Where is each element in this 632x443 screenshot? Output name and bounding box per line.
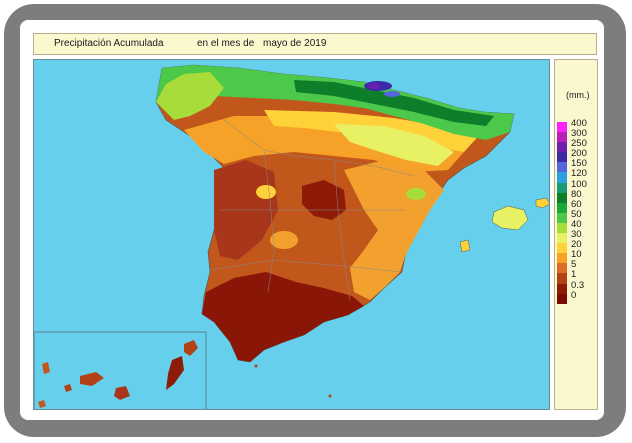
legend-label: 50 bbox=[571, 208, 582, 220]
legend-swatch bbox=[557, 172, 567, 183]
region-borders bbox=[209, 119, 415, 301]
title-month-label: en el mes de bbox=[197, 38, 255, 49]
legend-item: 300 bbox=[555, 128, 597, 143]
legend-label: 30 bbox=[571, 229, 582, 241]
canary-island-lanzarote bbox=[184, 340, 198, 356]
ebro-yellow-zone bbox=[334, 124, 454, 166]
legend-unit: (mm.) bbox=[566, 90, 590, 100]
ceuta bbox=[254, 364, 258, 368]
legend-item: 80 bbox=[555, 189, 597, 203]
legend-item: 10 bbox=[555, 249, 597, 264]
legend-swatch bbox=[557, 293, 567, 304]
legend-label: 400 bbox=[571, 118, 587, 129]
canary-island-gran-canaria bbox=[114, 386, 130, 400]
legend-swatch bbox=[557, 192, 567, 203]
ibiza bbox=[459, 239, 471, 253]
legend-item: 30 bbox=[555, 229, 597, 244]
legend-label: 120 bbox=[571, 168, 587, 180]
legend-label: 250 bbox=[571, 138, 587, 150]
north-coast-green bbox=[156, 65, 514, 140]
legend-label: 1 bbox=[571, 269, 577, 281]
legend-label: 300 bbox=[571, 128, 587, 140]
legend-swatch bbox=[557, 182, 567, 193]
legend-item: 150 bbox=[555, 158, 597, 173]
canary-island-tenerife bbox=[80, 372, 104, 386]
legend-label: 200 bbox=[571, 148, 587, 160]
legend-item: 200 bbox=[555, 148, 597, 163]
menorca bbox=[535, 197, 549, 209]
north-coast-darkgreen bbox=[294, 80, 494, 126]
legend-item: 60 bbox=[555, 199, 597, 213]
legend-item: 0 bbox=[555, 290, 597, 304]
legend-item: 50 bbox=[555, 209, 597, 223]
legend-item: 400 bbox=[555, 118, 597, 133]
basque-peak-cell bbox=[368, 83, 380, 89]
legend-label: 20 bbox=[571, 239, 582, 251]
interior-yellow-patch bbox=[256, 185, 276, 199]
legend-swatch bbox=[557, 152, 567, 163]
legend-swatch bbox=[557, 273, 567, 284]
legend-swatch bbox=[557, 263, 567, 274]
legend-label: 150 bbox=[571, 158, 587, 170]
legend: 400 300 250 200 150 120 100 80 60 50 40 30 20 10 5 1 0.3… bbox=[555, 118, 597, 304]
legend-item: 5 bbox=[555, 259, 597, 274]
title-bar: Precipitación Acumulada en el mes de may… bbox=[33, 33, 597, 55]
mallorca bbox=[491, 205, 529, 231]
title-date: mayo de 2019 bbox=[263, 38, 327, 49]
map-canvas bbox=[34, 64, 549, 409]
levante-green-patch bbox=[406, 188, 426, 200]
legend-item: 250 bbox=[555, 138, 597, 153]
interior-orange-patch bbox=[270, 231, 298, 249]
canary-island-la-gomera bbox=[64, 384, 72, 392]
legend-swatch bbox=[557, 283, 567, 294]
legend-swatch bbox=[557, 233, 567, 244]
title-text: Precipitación Acumulada bbox=[54, 38, 164, 49]
south-dry-zone bbox=[202, 272, 364, 362]
legend-label: 10 bbox=[571, 249, 582, 261]
legend-swatch bbox=[557, 202, 567, 213]
canary-island-el-hierro bbox=[38, 400, 46, 408]
legend-item: 0.3 bbox=[555, 280, 597, 294]
legend-swatch bbox=[557, 243, 567, 254]
legend-item: 20 bbox=[555, 239, 597, 254]
legend-swatch bbox=[557, 142, 567, 153]
melilla bbox=[328, 394, 332, 398]
precipitation-map bbox=[33, 59, 550, 410]
legend-label: 0 bbox=[571, 289, 577, 301]
legend-label: 100 bbox=[571, 178, 587, 190]
canary-island-fuerteventura bbox=[166, 356, 184, 390]
legend-label: 40 bbox=[571, 218, 582, 230]
legend-label: 5 bbox=[571, 259, 577, 271]
legend-swatch bbox=[557, 253, 567, 264]
legend-label: 0.3 bbox=[571, 279, 585, 291]
legend-swatch bbox=[557, 122, 567, 133]
legend-swatch bbox=[557, 162, 567, 173]
legend-swatch bbox=[557, 132, 567, 143]
canary-island-la-palma bbox=[42, 362, 50, 374]
legend-item: 40 bbox=[555, 219, 597, 234]
galicia-green bbox=[156, 72, 224, 120]
legend-item: 120 bbox=[555, 168, 597, 183]
legend-swatch bbox=[557, 212, 567, 223]
legend-item: 1 bbox=[555, 269, 597, 284]
legend-item: 100 bbox=[555, 179, 597, 193]
legend-label: 60 bbox=[571, 198, 582, 210]
legend-swatch bbox=[557, 222, 567, 234]
legend-label: 80 bbox=[571, 188, 582, 200]
canary-inset-box bbox=[34, 331, 207, 409]
navarra-blue-cell bbox=[384, 91, 400, 97]
